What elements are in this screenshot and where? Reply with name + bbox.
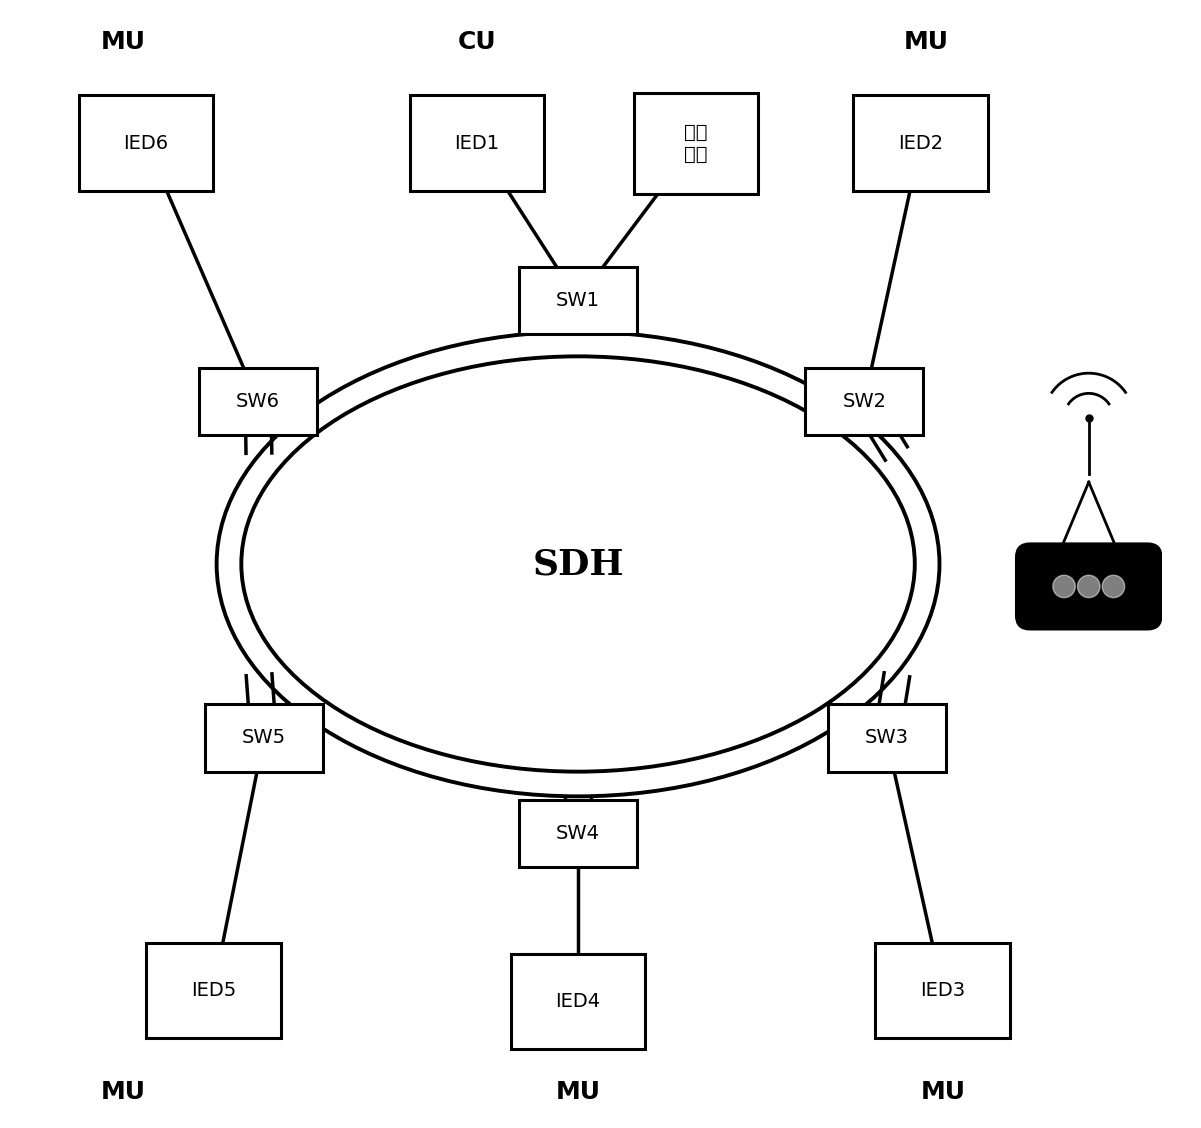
Text: MU: MU: [556, 1079, 600, 1103]
FancyBboxPatch shape: [853, 96, 987, 191]
Circle shape: [1103, 575, 1124, 598]
Text: SW5: SW5: [241, 729, 286, 748]
Text: MU: MU: [903, 30, 949, 54]
Text: IED5: IED5: [191, 981, 235, 1001]
Text: SW1: SW1: [556, 291, 600, 310]
FancyBboxPatch shape: [145, 943, 281, 1038]
FancyBboxPatch shape: [510, 954, 645, 1049]
FancyBboxPatch shape: [519, 800, 637, 867]
Circle shape: [1053, 575, 1075, 598]
Text: MU: MU: [101, 30, 147, 54]
Text: IED3: IED3: [920, 981, 966, 1001]
Text: SW2: SW2: [842, 391, 886, 411]
Text: IED4: IED4: [556, 993, 600, 1012]
Text: SDH: SDH: [532, 547, 623, 581]
Text: CU: CU: [458, 30, 496, 54]
Ellipse shape: [241, 356, 915, 772]
FancyBboxPatch shape: [519, 266, 637, 334]
Circle shape: [1077, 575, 1100, 598]
FancyBboxPatch shape: [634, 92, 758, 194]
Text: MU: MU: [920, 1079, 966, 1103]
Text: SW6: SW6: [237, 391, 280, 411]
Text: IED1: IED1: [454, 133, 500, 152]
FancyBboxPatch shape: [827, 704, 945, 772]
Text: 通信
管理: 通信 管理: [685, 123, 707, 164]
FancyBboxPatch shape: [410, 96, 544, 191]
Text: IED6: IED6: [124, 133, 168, 152]
FancyBboxPatch shape: [806, 368, 924, 435]
Text: SW4: SW4: [556, 823, 600, 843]
Text: MU: MU: [101, 1079, 147, 1103]
FancyBboxPatch shape: [1016, 544, 1161, 629]
Text: IED2: IED2: [898, 133, 943, 152]
FancyBboxPatch shape: [199, 368, 317, 435]
FancyBboxPatch shape: [205, 704, 323, 772]
Text: SW3: SW3: [865, 729, 909, 748]
FancyBboxPatch shape: [876, 943, 1010, 1038]
FancyBboxPatch shape: [78, 96, 214, 191]
